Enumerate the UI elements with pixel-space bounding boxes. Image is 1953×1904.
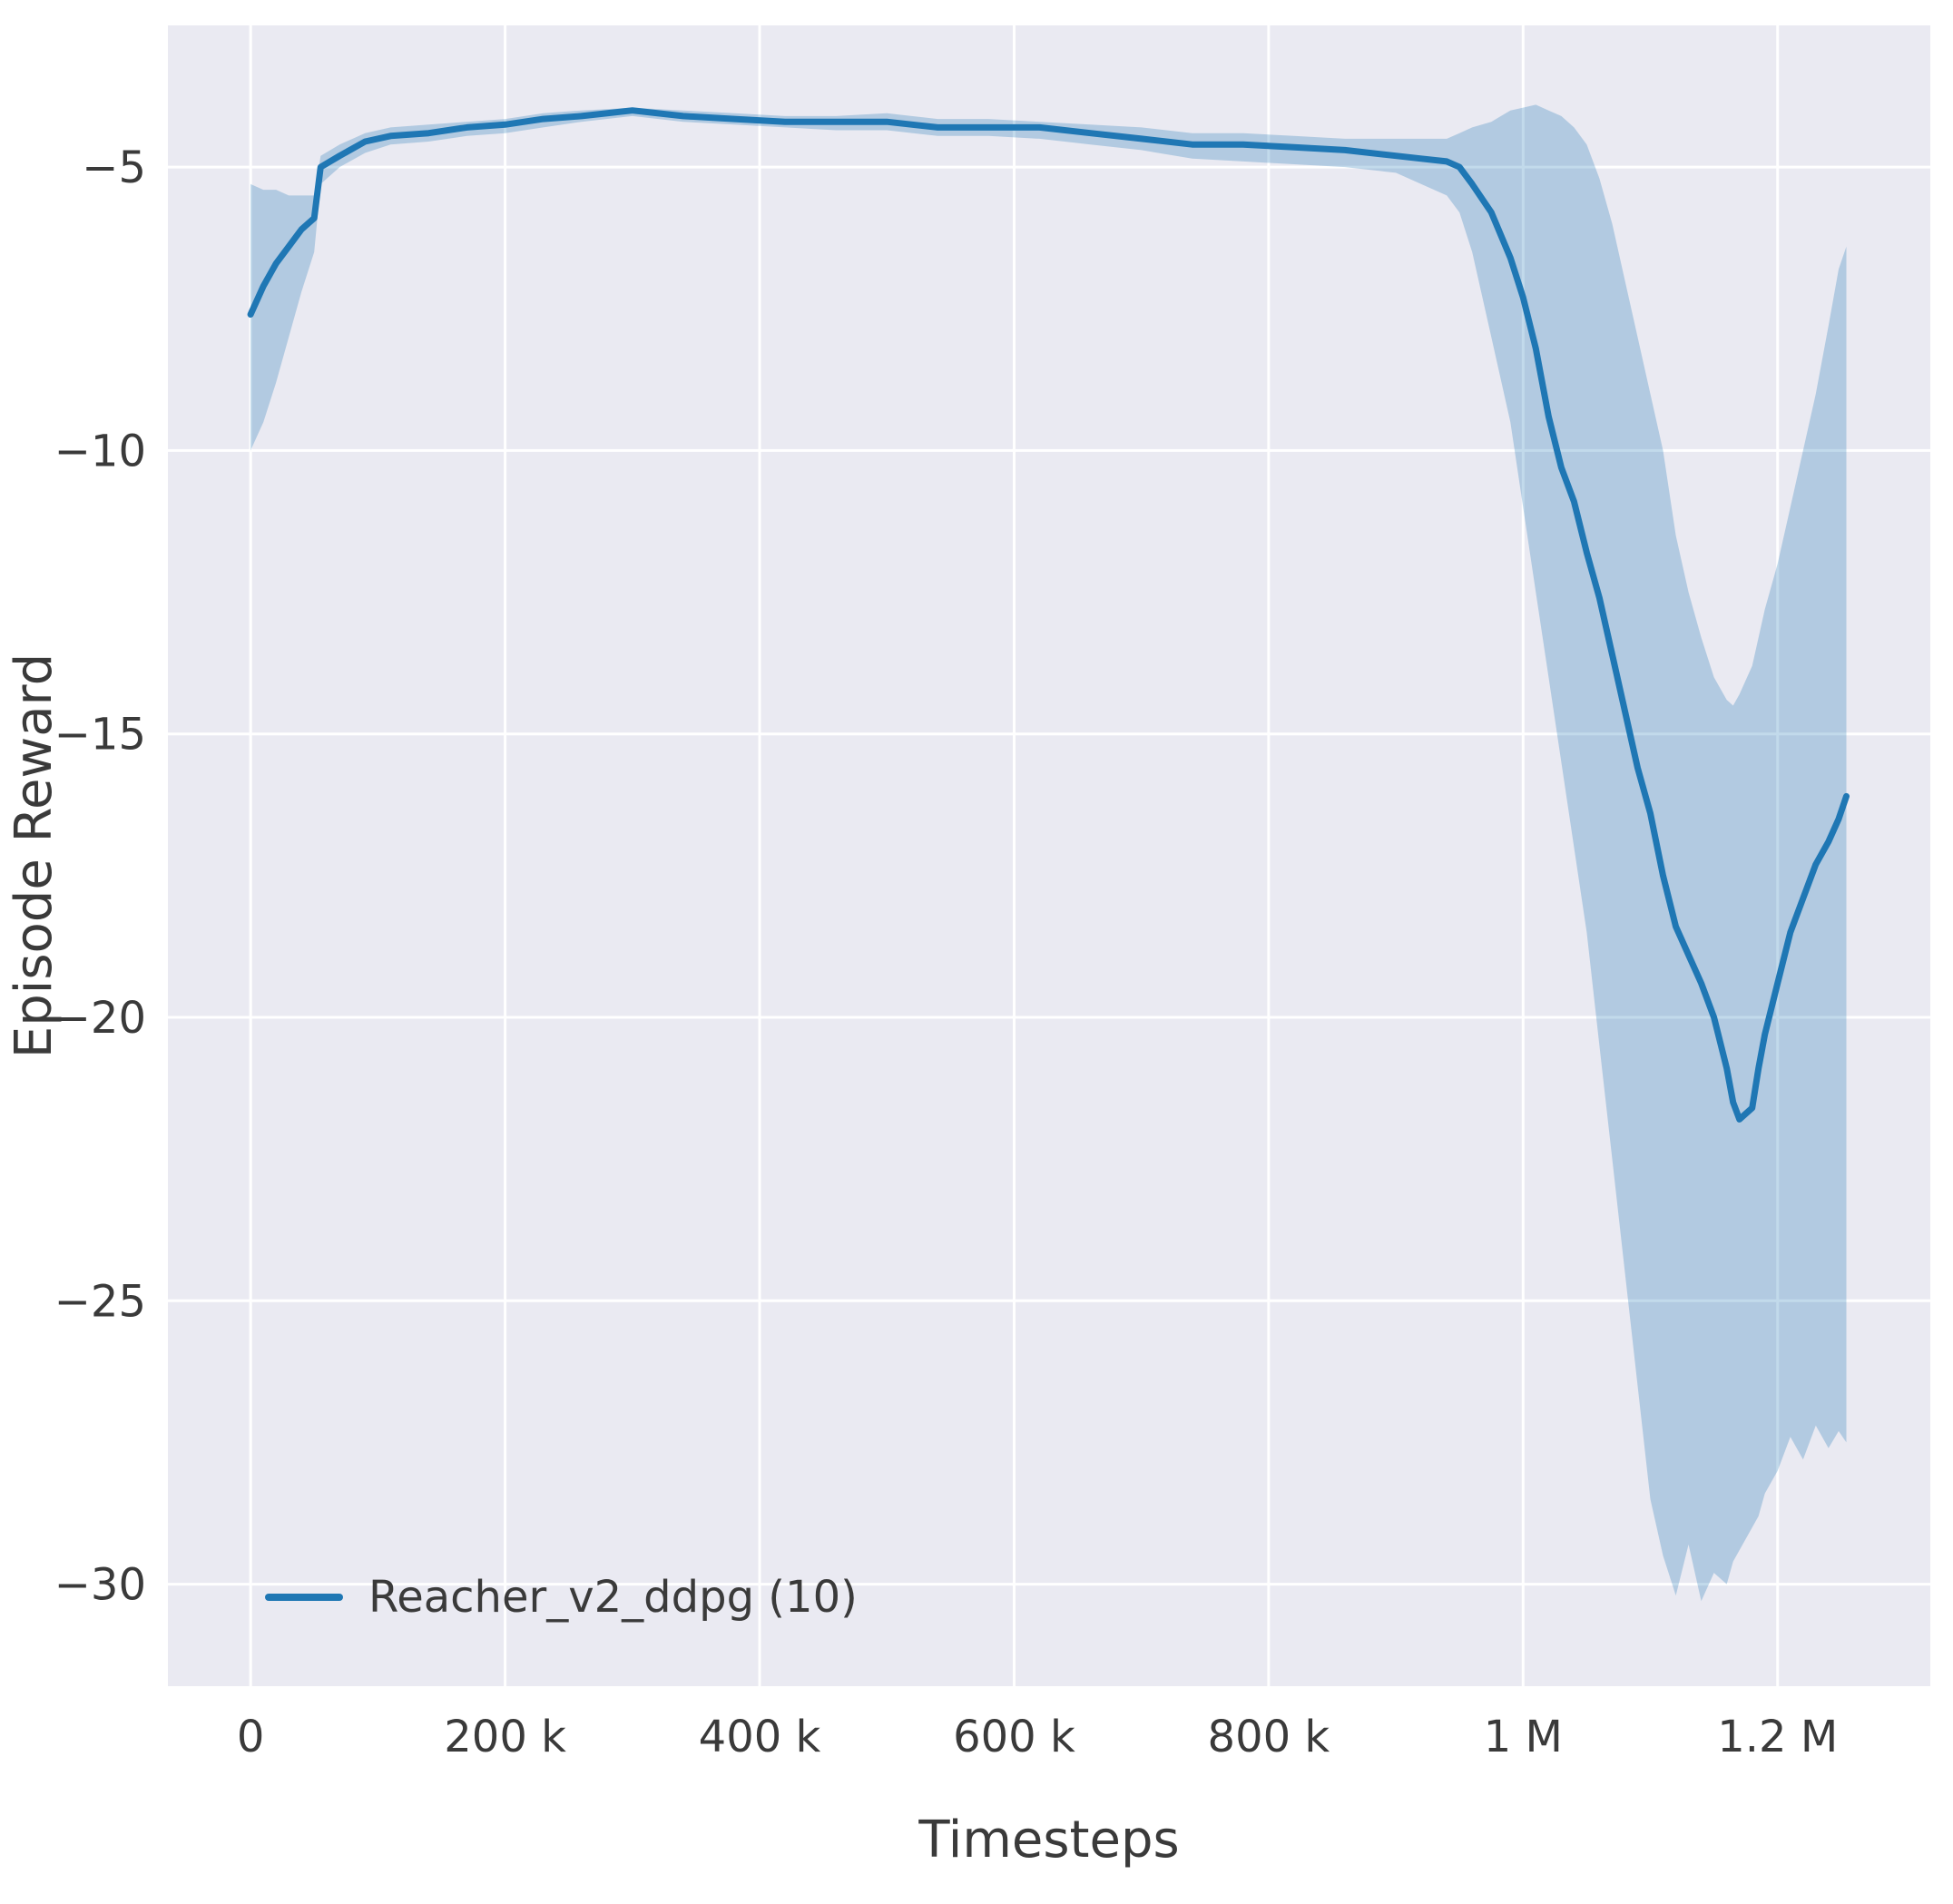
x-tick-label: 400 k [699, 1712, 821, 1762]
plot-area [168, 25, 1930, 1686]
y-tick-label: −20 [54, 993, 146, 1044]
x-tick-label: 800 k [1208, 1712, 1330, 1762]
x-tick-label: 1 M [1484, 1712, 1563, 1762]
x-tick-label: 200 k [444, 1712, 566, 1762]
confidence-band [250, 104, 1847, 1602]
x-tick-label: 1.2 M [1717, 1712, 1838, 1762]
x-axis-label: Timesteps [918, 1811, 1179, 1870]
y-tick-label: −5 [82, 142, 146, 193]
x-tick-label: 0 [237, 1712, 265, 1762]
y-tick-label: −10 [54, 426, 146, 476]
x-tick-label: 600 k [953, 1712, 1075, 1762]
y-tick-label: −15 [54, 710, 146, 761]
mean-line [247, 107, 1850, 1123]
y-axis-label: Episode Reward [5, 653, 64, 1058]
y-tick-label: −25 [54, 1276, 146, 1327]
y-tick-label: −30 [54, 1560, 146, 1611]
